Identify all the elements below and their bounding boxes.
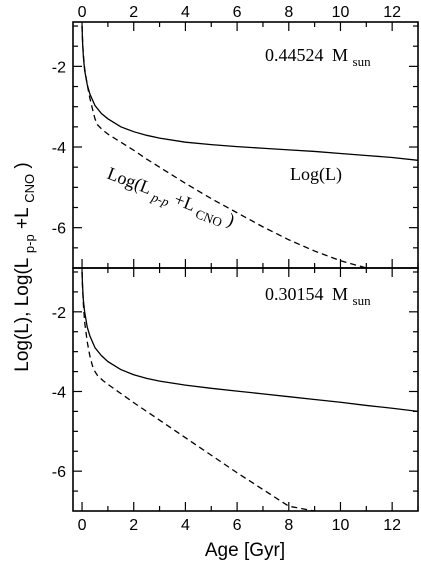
top-mass-unit: M — [332, 45, 348, 65]
y-tick-label-top: -4 — [52, 140, 66, 157]
bottom-mass-subscript: sun — [353, 293, 372, 308]
x-tick-label-bottom: 8 — [284, 517, 293, 534]
x-tick-label-top: 6 — [233, 4, 242, 21]
series-line-bottom-nuclear — [81, 271, 315, 511]
nuclear-label-part-4: CNO — [193, 206, 224, 230]
y-axis-label: Log(L), Log(L p-p +L CNO ) — [12, 162, 39, 371]
top-mass-subscript: sun — [353, 54, 372, 69]
x-tick-label-bottom: 0 — [78, 517, 87, 534]
y-label-part-2: p-p — [22, 234, 37, 253]
plot-frame-bottom — [72, 267, 419, 512]
nuclear-label-part-5: ) — [224, 209, 237, 231]
bottom-mass-unit: M — [332, 284, 348, 304]
y-label-part-5: ) — [12, 162, 33, 168]
series-line-top-nuclear — [81, 26, 367, 268]
nuclear-label-part-1: Log(L — [104, 163, 154, 199]
top-mass-value: 0.44524 — [265, 45, 324, 65]
x-tick-label-bottom: 10 — [332, 517, 350, 534]
y-tick-label-bottom: -2 — [52, 305, 66, 322]
x-tick-label-top: 0 — [78, 4, 87, 21]
panel-top: -2 -4 -6 — [52, 21, 419, 269]
nuclear-label-part-2: p-p — [149, 189, 172, 210]
top-curve-label-nuclear: Log(L p-p +L CNO ) — [103, 163, 238, 235]
series-line-bottom-luminosity — [81, 271, 418, 413]
y-label-part-4: CNO — [22, 174, 37, 203]
x-axis-label: Age [Gyr] — [205, 540, 285, 561]
y-tick-label-bottom: -6 — [52, 464, 66, 481]
y-tick-label-top: -2 — [52, 59, 66, 76]
x-tick-label-bottom: 6 — [233, 517, 242, 534]
y-tick-label-top: -6 — [52, 221, 66, 238]
panel-bottom: -2 -4 -6 — [52, 267, 419, 512]
y-tick-label-bottom: -4 — [52, 384, 66, 401]
series-line-top-luminosity — [81, 26, 418, 161]
bottom-mass-value: 0.30154 — [265, 284, 324, 304]
y-label-part-3: +L — [12, 208, 33, 229]
x-tick-label-top: 8 — [284, 4, 293, 21]
x-tick-label-bottom: 2 — [129, 517, 138, 534]
x-tick-label-top: 10 — [332, 4, 350, 21]
x-tick-label-bottom: 12 — [383, 517, 401, 534]
top-curve-label-total: Log(L) — [290, 164, 342, 185]
top-mass-annotation: 0.44524 M sun — [265, 45, 371, 69]
x-tick-label-bottom: 4 — [181, 517, 190, 534]
bottom-mass-annotation: 0.30154 M sun — [265, 284, 371, 308]
x-tick-label-top: 2 — [129, 4, 138, 21]
x-tick-label-top: 4 — [181, 4, 190, 21]
y-label-part-1: Log(L), Log(L — [12, 258, 33, 372]
nuclear-label-part-3: +L — [171, 189, 197, 215]
x-tick-label-top: 12 — [383, 4, 401, 21]
